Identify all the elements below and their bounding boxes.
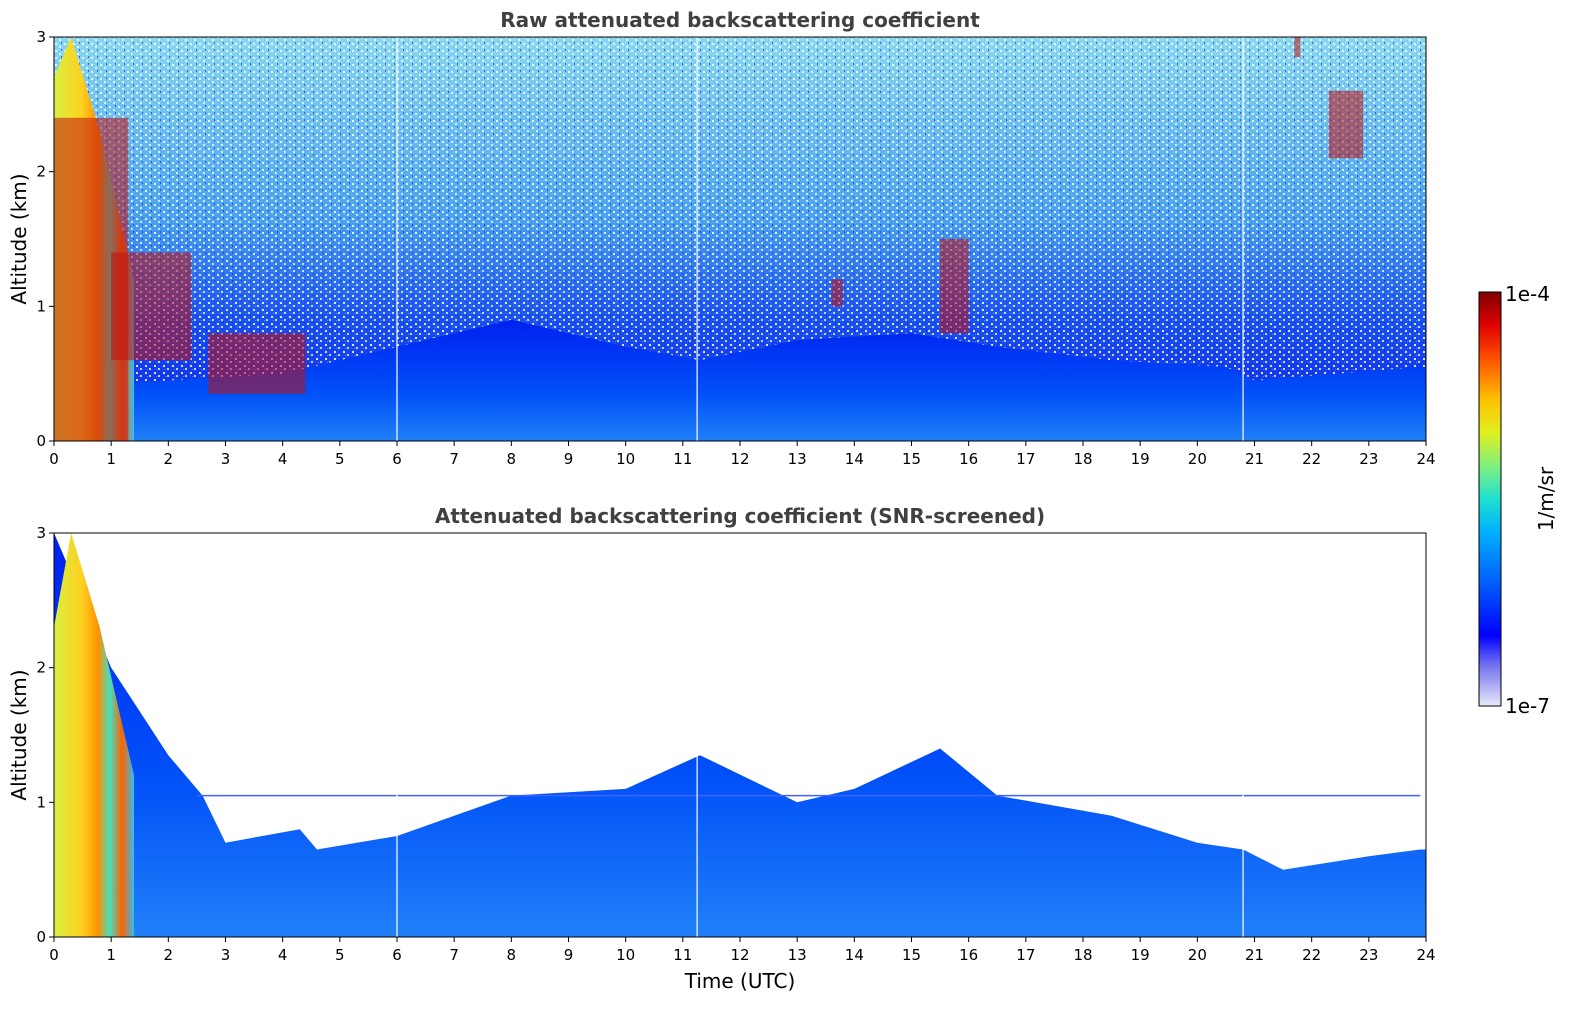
colorbar-gradient <box>1478 291 1502 707</box>
x-tick-label: 22 <box>1302 946 1321 964</box>
x-tick-label: 21 <box>1245 946 1264 964</box>
x-tick-label: 16 <box>959 946 978 964</box>
panel-title: Attenuated backscattering coefficient (S… <box>435 504 1045 528</box>
x-tick-label: 1 <box>106 450 116 468</box>
x-tick-label: 3 <box>221 946 231 964</box>
y-tick-label: 0 <box>36 928 46 946</box>
x-tick-label: 7 <box>449 450 459 468</box>
y-axis-ticks: 0 1 2 3 <box>36 524 54 946</box>
y-tick-label: 3 <box>36 524 46 542</box>
screened-backscatter-panel: Attenuated backscattering coefficient (S… <box>7 504 1436 993</box>
x-tick-label: 18 <box>1073 946 1092 964</box>
y-axis-label: Altitude (km) <box>7 173 31 304</box>
x-tick-label: 2 <box>164 946 174 964</box>
aerosol-column <box>54 533 135 937</box>
heatmap-area <box>53 36 1427 442</box>
x-tick-label: 9 <box>564 946 574 964</box>
x-axis-label: Time (UTC) <box>684 969 796 993</box>
x-tick-label: 6 <box>392 946 402 964</box>
y-tick-label: 0 <box>36 432 46 450</box>
x-tick-label: 4 <box>278 946 288 964</box>
colorbar-unit-label: 1/m/sr <box>1534 466 1558 531</box>
x-tick-label: 20 <box>1188 450 1207 468</box>
x-tick-label: 14 <box>845 450 864 468</box>
x-tick-label: 15 <box>902 946 921 964</box>
x-tick-label: 0 <box>49 946 59 964</box>
x-tick-label: 19 <box>1131 450 1150 468</box>
y-tick-label: 2 <box>36 659 46 677</box>
cloud-feature <box>1294 37 1301 58</box>
x-tick-label: 14 <box>845 946 864 964</box>
x-tick-label: 6 <box>392 450 402 468</box>
x-tick-label: 11 <box>673 450 692 468</box>
x-tick-label: 4 <box>278 450 288 468</box>
colorbar-max-label: 1e-4 <box>1505 282 1550 306</box>
x-tick-label: 21 <box>1245 450 1264 468</box>
colorbar: 1e-4 1e-7 1/m/sr <box>1478 282 1558 718</box>
cloud-feature <box>940 239 969 334</box>
cloud-feature <box>1328 90 1364 159</box>
x-tick-label: 5 <box>335 946 345 964</box>
x-tick-label: 7 <box>449 946 459 964</box>
heatmap-area <box>53 532 1427 938</box>
x-tick-label: 18 <box>1073 450 1092 468</box>
x-tick-label: 13 <box>788 946 807 964</box>
x-tick-label: 23 <box>1359 946 1378 964</box>
cloud-feature <box>831 279 843 307</box>
x-tick-label: 20 <box>1188 946 1207 964</box>
x-tick-label: 5 <box>335 450 345 468</box>
x-tick-label: 19 <box>1131 946 1150 964</box>
x-tick-label: 0 <box>49 450 59 468</box>
x-tick-label: 13 <box>788 450 807 468</box>
x-tick-label: 10 <box>616 450 635 468</box>
y-tick-label: 1 <box>36 297 46 315</box>
x-axis-ticks: 0 1 2 3 4 5 6 7 8 9 10 11 12 13 14 15 16 17 18 19 20 21 22 23 24 <box>49 441 1436 468</box>
x-tick-label: 11 <box>673 946 692 964</box>
x-tick-label: 9 <box>564 450 574 468</box>
x-tick-label: 24 <box>1416 946 1435 964</box>
cloud-feature <box>208 333 306 394</box>
x-tick-label: 22 <box>1302 450 1321 468</box>
x-tick-label: 3 <box>221 450 231 468</box>
x-tick-label: 17 <box>1016 450 1035 468</box>
x-axis-ticks: 0 1 2 3 4 5 6 7 8 9 10 11 12 13 14 15 16 17 18 19 20 21 22 23 24 <box>49 937 1436 964</box>
y-tick-label: 3 <box>36 28 46 46</box>
panel-title: Raw attenuated backscattering coefficien… <box>500 8 980 32</box>
x-tick-label: 2 <box>164 450 174 468</box>
x-tick-label: 10 <box>616 946 635 964</box>
x-tick-label: 12 <box>730 450 749 468</box>
x-tick-label: 17 <box>1016 946 1035 964</box>
x-tick-label: 16 <box>959 450 978 468</box>
colorbar-min-label: 1e-7 <box>1505 694 1550 718</box>
y-axis-ticks: 0 1 2 3 <box>36 28 54 450</box>
x-tick-label: 24 <box>1416 450 1435 468</box>
y-axis-label: Altitude (km) <box>7 669 31 800</box>
y-tick-label: 2 <box>36 163 46 181</box>
x-tick-label: 12 <box>730 946 749 964</box>
cloud-feature <box>111 252 192 361</box>
x-tick-label: 1 <box>106 946 116 964</box>
x-tick-label: 8 <box>507 946 517 964</box>
x-tick-label: 8 <box>507 450 517 468</box>
x-tick-label: 15 <box>902 450 921 468</box>
raw-backscatter-panel: Raw attenuated backscattering coefficien… <box>7 8 1436 468</box>
x-tick-label: 23 <box>1359 450 1378 468</box>
y-tick-label: 1 <box>36 793 46 811</box>
